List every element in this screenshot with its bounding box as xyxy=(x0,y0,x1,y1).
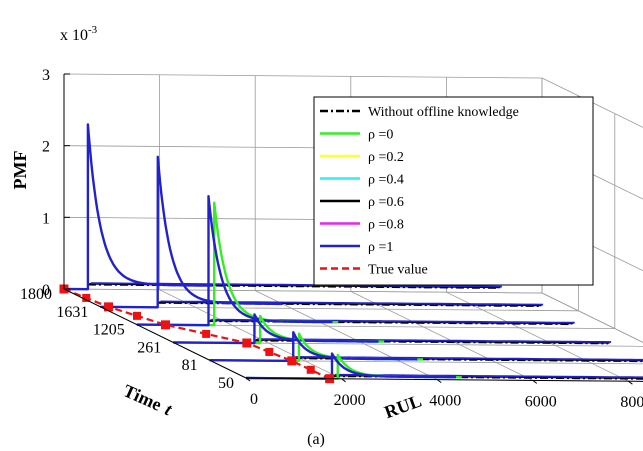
legend-label: ρ =0.8 xyxy=(368,218,404,233)
grid-line xyxy=(255,290,438,380)
time-axis-line xyxy=(63,288,247,379)
rul-tick-label: 2000 xyxy=(334,392,366,409)
rul-tick-label: 0 xyxy=(250,391,258,408)
pmf-tail-line xyxy=(257,338,612,343)
z-tick-label: 1 xyxy=(42,210,50,227)
rul-tick-label: 8000 xyxy=(620,394,643,411)
time-tick-label: 1631 xyxy=(56,304,88,321)
legend-label: ρ =0.2 xyxy=(368,150,404,165)
rul-tick xyxy=(436,379,442,384)
grid-line xyxy=(541,77,643,128)
pmf-curve-rho1 xyxy=(63,123,212,291)
legend: Without offline knowledge ρ =0 ρ =0.2 ρ =0.… xyxy=(313,96,594,286)
legend-label: True value xyxy=(368,263,428,278)
legend-label: ρ =0.6 xyxy=(368,195,404,210)
z-scale-base: x 10 xyxy=(60,27,88,44)
legend-label: ρ =0.4 xyxy=(368,173,404,188)
true-value-marker xyxy=(160,320,170,330)
rul-axis-label: RUL xyxy=(382,390,425,422)
true-value-marker xyxy=(202,329,211,338)
z-axis-label: PMF xyxy=(10,151,30,190)
grid-line xyxy=(541,292,643,343)
rul-axis-line xyxy=(245,377,643,382)
legend-label: ρ =0 xyxy=(368,128,393,143)
time-tick-label: 1800 xyxy=(20,286,52,303)
z-tick-label: 0 xyxy=(42,282,50,299)
pmf-curves xyxy=(63,123,462,380)
time-tick-label: 50 xyxy=(218,375,234,392)
true-value-marker xyxy=(242,338,252,348)
pmf-curve-rho0 xyxy=(136,201,339,327)
z-scale-factor: x 10-3 xyxy=(60,24,98,44)
grid-line xyxy=(159,289,342,380)
figure-caption: (a) xyxy=(307,431,325,448)
time-tick-label: 261 xyxy=(137,339,161,356)
true-value-marker xyxy=(265,347,274,356)
z-tick-label: 2 xyxy=(42,139,50,156)
pmf-tail-line xyxy=(335,373,643,379)
pmf-curve-rho1 xyxy=(173,313,379,345)
legend-label: ρ =1 xyxy=(368,240,393,255)
rul-tick-label: 6000 xyxy=(525,393,557,410)
grid-line xyxy=(100,306,579,312)
pmf-curve-rho1 xyxy=(209,331,418,363)
rul-tick xyxy=(532,379,538,384)
floor-lines xyxy=(87,282,643,380)
true-value-marker xyxy=(82,293,91,302)
time-tick-label: 1205 xyxy=(93,322,125,339)
grid-line xyxy=(63,73,543,79)
true-value-marker xyxy=(104,302,114,312)
grid-line xyxy=(136,324,615,329)
true-value-marker xyxy=(133,311,142,320)
z-tick-label: 3 xyxy=(42,67,50,84)
grid-line xyxy=(446,291,629,382)
grid-line xyxy=(63,288,543,294)
legend-box xyxy=(313,96,594,286)
true-value-marker xyxy=(287,356,297,366)
legend-label: Without offline knowledge xyxy=(368,105,519,120)
rul-tick xyxy=(628,380,633,385)
time-axis-label-main: Time xyxy=(120,380,164,414)
pmf-curve-rho1 xyxy=(136,194,333,327)
true-value-marker xyxy=(306,365,315,374)
grid-line xyxy=(350,291,533,381)
rul-tick-label: 4000 xyxy=(429,393,461,410)
grid-line xyxy=(541,292,643,343)
time-axis-label: Timet xyxy=(120,380,175,419)
time-tick-label: 81 xyxy=(182,357,198,374)
time-axis-label-sub: t xyxy=(162,399,176,420)
z-scale-exponent: -3 xyxy=(88,24,98,36)
pmf-curve-rho1 xyxy=(245,352,457,380)
rul-tick xyxy=(341,378,346,383)
rul-tick xyxy=(245,377,251,382)
pmf-curve-rho1 xyxy=(100,155,282,309)
